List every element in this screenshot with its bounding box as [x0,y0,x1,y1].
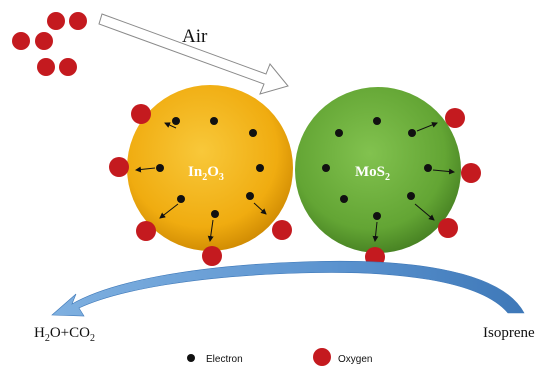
oxygen-atom [272,220,292,240]
oxygen-atom [37,58,55,76]
electron-dot [407,192,415,200]
transfer-arrow [414,203,435,221]
isoprene-label: Isoprene [483,325,535,341]
legend-oxygen-label: Oxygen [338,354,372,365]
electron-dot [210,117,218,125]
electron-dot [156,164,164,172]
oxygen-atom [69,12,87,30]
legend-electron-label: Electron [206,354,243,365]
transfer-arrow [372,221,379,242]
electron-dot [335,129,343,137]
transfer-arrow [159,203,179,219]
transfer-arrow [207,219,214,242]
air-oxygen-group [12,12,87,76]
transfer-arrow [416,122,438,132]
transfer-arrow [253,202,267,215]
legend: Electron Oxygen [187,348,372,366]
electron-dot [408,129,416,137]
oxygen-atom [12,32,30,50]
air-label: Air [182,26,208,47]
oxygen-atom [202,246,222,266]
legend-electron-icon [187,354,195,362]
transfer-arrow [135,166,156,173]
air-arrow [98,13,289,95]
mos2-particle [295,87,461,253]
products-label: H2O+CO2 [34,325,95,344]
transfer-arrow [432,168,455,175]
in2o3-electrons [156,117,264,218]
electron-dot [249,129,257,137]
oxygen-atom [47,12,65,30]
transfer-arrow [164,122,177,129]
electron-dot [256,164,264,172]
oxygen-atom [136,221,156,241]
electron-dot [172,117,180,125]
electron-transfer-arrows [135,122,455,242]
oxygen-atom [109,157,129,177]
reaction-arc-arrow [51,260,525,317]
electron-dot [424,164,432,172]
mos2-electrons [322,117,432,220]
electron-dot [211,210,219,218]
oxygen-atom [131,104,151,124]
mos2-label: MoS2 [355,164,390,183]
electron-dot [246,192,254,200]
oxygen-atom [461,163,481,183]
electron-dot [177,195,185,203]
legend-oxygen-icon [313,348,331,366]
electron-dot [373,117,381,125]
electron-dot [373,212,381,220]
oxygen-atom [35,32,53,50]
electron-dot [340,195,348,203]
in2o3-label: In2O3 [188,164,224,183]
oxygen-atom [445,108,465,128]
electron-dot [322,164,330,172]
oxygen-atom [59,58,77,76]
oxygen-atom [438,218,458,238]
